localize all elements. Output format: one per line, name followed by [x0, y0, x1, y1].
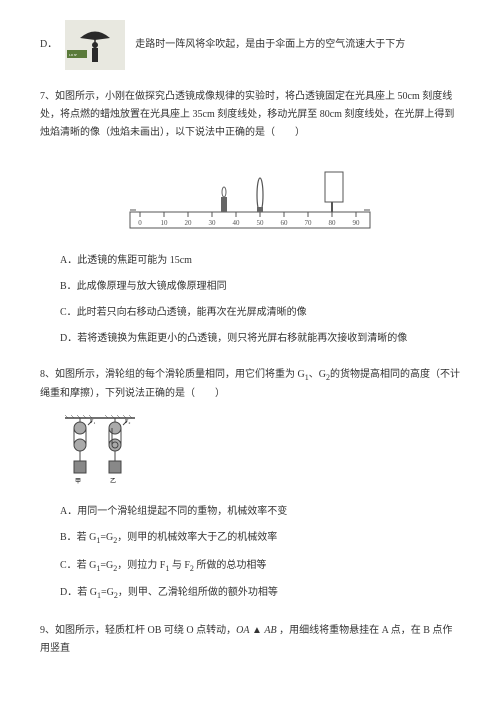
- q9-1: 9、如图所示，轻质杠杆 OB 可绕 O 点转动，: [40, 625, 236, 636]
- optical-bench-icon: 0 10 20 30 40 50 60 70 80 90: [120, 157, 380, 237]
- q8b-3: ，则甲的机械效率大于乙的机械效率: [117, 532, 277, 543]
- q7-figure: 0 10 20 30 40 50 60 70 80 90: [40, 157, 460, 237]
- q8c-2: =G: [100, 560, 113, 571]
- svg-text:30: 30: [209, 219, 217, 227]
- q8c-5: 所做的总功相等: [194, 560, 267, 571]
- q8-option-c: C．若 G1=G2，则拉力 F1 与 F2 所做的总功相等: [60, 557, 460, 576]
- q8d-1: D．若 G: [60, 587, 97, 598]
- svg-text:80: 80: [329, 219, 337, 227]
- q8c-3: ，则拉力 F: [117, 560, 165, 571]
- q8-text-2: 、G: [309, 369, 326, 380]
- q8-option-d: D．若 G1=G2，则甲、乙滑轮组所做的额外功相等: [60, 584, 460, 603]
- svg-text:60: 60: [281, 219, 289, 227]
- q8-option-a: A．用同一个滑轮组提起不同的重物，机械效率不变: [60, 503, 460, 521]
- q8-stem: 8、如图所示，滑轮组的每个滑轮质量相同，用它们将重为 G1、G2的货物提高相同的…: [40, 366, 460, 403]
- q8d-2: =G: [101, 587, 114, 598]
- q7-stem: 7、如图所示，小刚在做探究凸透镜成像规律的实验时，将凸透镜固定在光具座上 50c…: [40, 88, 460, 142]
- option-label: D．: [40, 36, 57, 54]
- option-text: 走路时一阵风将伞吹起，是由于伞面上方的空气流速大于下方: [135, 36, 405, 54]
- svg-text:甲: 甲: [75, 478, 81, 485]
- svg-text:0: 0: [138, 219, 142, 227]
- svg-text:F₁: F₁: [90, 419, 95, 425]
- q8-text-1: 8、如图所示，滑轮组的每个滑轮质量相同，用它们将重为 G: [40, 369, 305, 380]
- umbrella-image: LD SF: [65, 20, 125, 70]
- q7-option-b: B．此成像原理与放大镜成像原理相同: [60, 278, 460, 296]
- q9-perp: ▲: [249, 625, 264, 636]
- q8b-2: =G: [100, 532, 113, 543]
- svg-text:50: 50: [257, 219, 265, 227]
- svg-text:90: 90: [353, 219, 361, 227]
- svg-text:乙: 乙: [110, 478, 116, 485]
- q8c-4: 与 F: [169, 560, 190, 571]
- pulley-system-icon: F₁ 甲 F₂ 乙: [60, 413, 140, 488]
- q9-oa: OA: [236, 625, 249, 636]
- q6-option-d: D． LD SF 走路时一阵风将伞吹起，是由于伞面上方的空气流速大于下方: [40, 20, 460, 70]
- svg-text:F₂: F₂: [125, 419, 130, 425]
- q7-option-c: C．此时若只向右移动凸透镜，能再次在光屏成清晰的像: [60, 304, 460, 322]
- q8c-1: C．若 G: [60, 560, 96, 571]
- q8b-1: B．若 G: [60, 532, 96, 543]
- q9-stem: 9、如图所示，轻质杠杆 OB 可绕 O 点转动，OA ▲ AB ，用细线将重物悬…: [40, 622, 460, 658]
- q8-figure: F₁ 甲 F₂ 乙: [60, 413, 460, 495]
- q9-ab: AB: [264, 625, 276, 636]
- q7-option-d: D．若将透镜换为焦距更小的凸透镜，则只将光屏右移就能再次接收到清晰的像: [60, 330, 460, 348]
- svg-text:LD SF: LD SF: [69, 53, 77, 57]
- q8d-3: ，则甲、乙滑轮组所做的额外功相等: [118, 587, 278, 598]
- svg-text:10: 10: [161, 219, 169, 227]
- q7-option-a: A．此透镜的焦距可能为 15cm: [60, 252, 460, 270]
- svg-text:20: 20: [185, 219, 193, 227]
- svg-text:40: 40: [233, 219, 241, 227]
- svg-text:70: 70: [305, 219, 313, 227]
- umbrella-icon: LD SF: [65, 20, 125, 70]
- q8-option-b: B．若 G1=G2，则甲的机械效率大于乙的机械效率: [60, 529, 460, 548]
